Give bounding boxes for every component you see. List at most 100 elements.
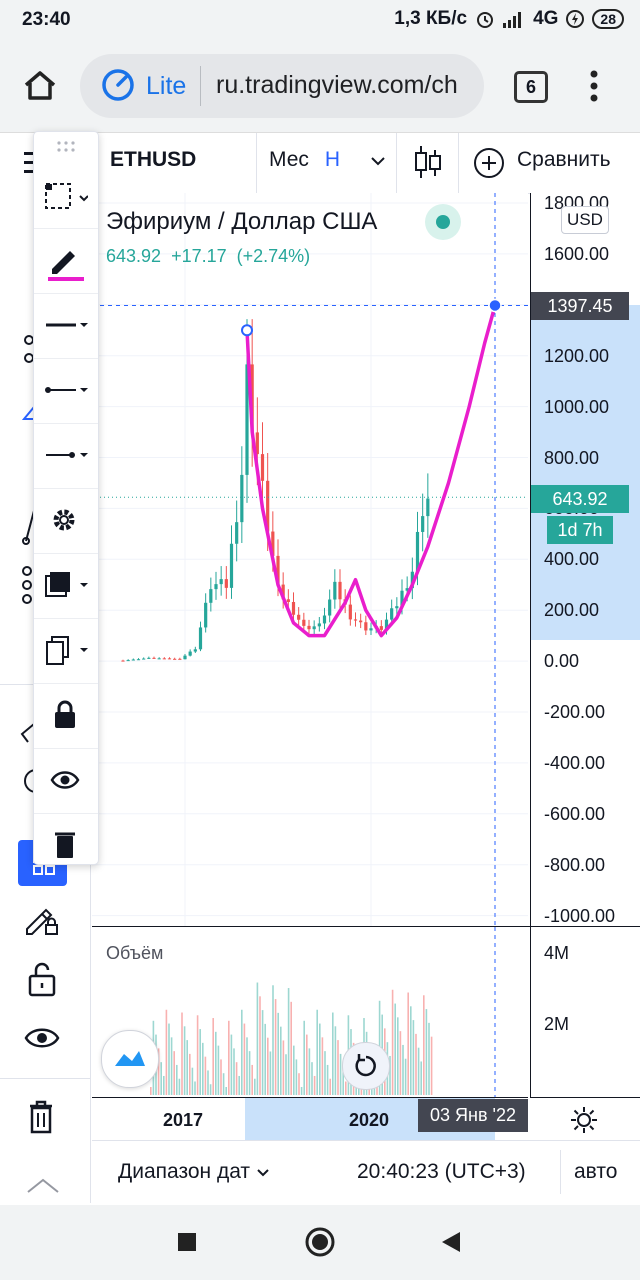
header-divider: [256, 133, 257, 193]
tradingview-logo-icon: [115, 1051, 145, 1066]
price-tick: -400.00: [544, 752, 606, 773]
date-range-button[interactable]: Диапазон дат: [118, 1160, 270, 1184]
volume-bar: [303, 1020, 305, 1095]
eye-icon: [50, 771, 80, 789]
eraser-icon[interactable]: [20, 720, 36, 746]
remove-drawing-button[interactable]: [34, 814, 98, 864]
brush-tool-button[interactable]: [34, 229, 98, 294]
drawing-anchor-start[interactable]: [241, 324, 253, 337]
select-tool-button[interactable]: [34, 164, 98, 229]
symbol-search[interactable]: ETHUSD: [110, 148, 197, 171]
price-tick: 0.00: [544, 651, 580, 672]
clone-button[interactable]: [34, 619, 98, 684]
candle: [152, 657, 156, 659]
volume-bar: [191, 1067, 194, 1095]
line-start-style-button[interactable]: [34, 359, 98, 424]
freehand-drawing[interactable]: [245, 303, 497, 638]
lock-drawings-pencil-icon[interactable]: [22, 900, 60, 938]
back-button[interactable]: [440, 1230, 462, 1254]
url-text[interactable]: ru.tradingview.com/ch: [216, 71, 458, 99]
currency-badge[interactable]: USD: [561, 206, 609, 234]
address-divider: [200, 66, 201, 106]
menu-icon[interactable]: [24, 150, 38, 176]
tradingview-logo-button[interactable]: [101, 1030, 159, 1088]
volume-bar: [202, 1042, 204, 1095]
prediction-tool-icon[interactable]: [20, 565, 36, 605]
volume-bar: [261, 1010, 264, 1095]
line-style-button[interactable]: [34, 294, 98, 359]
candle: [281, 584, 285, 600]
home-icon[interactable]: [22, 68, 58, 104]
collapse-icon[interactable]: [26, 1176, 60, 1200]
price-axis-range-highlight: [531, 305, 640, 640]
volume-chart[interactable]: [92, 927, 528, 1097]
volume-label: Объём: [106, 943, 164, 963]
line-end-style-button[interactable]: [34, 424, 98, 489]
drag-handle-icon[interactable]: [56, 140, 76, 154]
unlock-icon[interactable]: [26, 960, 58, 998]
fib-tool-icon[interactable]: [22, 405, 36, 429]
lock-icon: [55, 700, 75, 728]
candle: [173, 658, 177, 660]
drawing-anchor-end[interactable]: [488, 298, 502, 313]
volume-bar: [287, 988, 290, 1095]
chart-settings-corner[interactable]: [530, 1097, 640, 1141]
volume-bar: [264, 1023, 266, 1095]
tab-switcher-button[interactable]: 6: [514, 71, 548, 103]
drawing-settings-button[interactable]: [34, 489, 98, 554]
eye-icon[interactable]: [24, 1024, 60, 1052]
volume-bar: [295, 1059, 298, 1095]
candle: [198, 627, 203, 650]
volume-bar: [207, 1070, 209, 1095]
compare-button[interactable]: Сравнить: [517, 148, 611, 171]
price-tick: -1000.00: [544, 905, 616, 926]
volume-bar: [196, 1015, 199, 1095]
candle: [322, 615, 327, 624]
volume-bar: [228, 1020, 230, 1095]
volume-bar: [339, 1053, 342, 1095]
reset-chart-button[interactable]: [342, 1042, 390, 1090]
volume-bar: [290, 1001, 292, 1095]
timezone-clock[interactable]: 20:40:23 (UTC+3): [357, 1160, 526, 1183]
lock-drawing-button[interactable]: [34, 684, 98, 749]
candle: [167, 658, 172, 660]
candle: [245, 364, 249, 475]
bar-countdown-tag: 1d 7h: [547, 516, 613, 544]
trash-icon[interactable]: [28, 1100, 54, 1134]
candle: [266, 480, 270, 532]
lite-mode-label[interactable]: Lite: [146, 72, 187, 100]
candle: [400, 590, 404, 607]
lite-mode-icon[interactable]: [100, 67, 136, 103]
candle: [235, 522, 239, 544]
hide-drawing-button[interactable]: [34, 749, 98, 814]
network-speed: 1,3 КБ/с: [394, 8, 468, 29]
address-bar[interactable]: [80, 54, 484, 118]
plus-circle-icon[interactable]: [473, 147, 505, 179]
price-chart[interactable]: [92, 193, 528, 926]
browser-menu-icon[interactable]: [590, 70, 598, 102]
volume-bar: [399, 1031, 402, 1095]
volume-bar: [178, 1078, 181, 1095]
candle: [131, 659, 135, 661]
recents-button[interactable]: [178, 1233, 196, 1251]
volume-bar: [430, 1036, 433, 1095]
candle: [338, 581, 342, 600]
interval-selector[interactable]: Мес H: [269, 148, 340, 172]
volume-bar: [254, 1078, 256, 1095]
candle: [178, 658, 182, 660]
chevron-down-icon[interactable]: [370, 155, 386, 167]
volume-bar: [391, 989, 394, 1095]
volume-bar: [215, 1031, 217, 1095]
visual-order-button[interactable]: [34, 554, 98, 619]
volume-bar: [170, 1037, 173, 1095]
market-status-indicator[interactable]: [425, 204, 461, 240]
candles-chart-type-icon[interactable]: [413, 144, 443, 180]
candle: [147, 657, 151, 659]
auto-scale-toggle[interactable]: авто: [574, 1160, 618, 1183]
cursor-date-tag: 03 Янв '22: [418, 1099, 528, 1132]
trash-icon: [55, 832, 75, 858]
home-button[interactable]: [305, 1227, 335, 1257]
candle: [333, 581, 337, 600]
magnet-icon[interactable]: [22, 768, 36, 794]
pane-separator[interactable]: [92, 926, 640, 927]
